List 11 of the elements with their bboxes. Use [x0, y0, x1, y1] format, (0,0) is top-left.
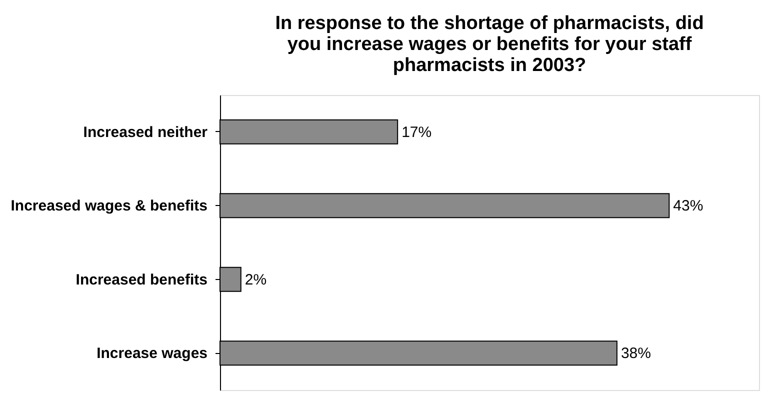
y-tick-label: Increased neither	[83, 124, 208, 141]
data-label: 2%	[244, 271, 267, 288]
data-label: 17%	[402, 124, 432, 141]
data-label: 38%	[620, 345, 651, 362]
y-tick-label: Increased wages & benefits	[10, 198, 208, 215]
text: In response to the shortage of pharmacists, did	[275, 13, 704, 34]
text: you increase wages or benefits for your staff	[287, 34, 692, 55]
y-tick-label: Increased benefits	[76, 271, 208, 288]
text: pharmacists in 2003?	[392, 55, 586, 76]
y-tick-label: Increase wages	[96, 345, 208, 362]
data-label: 43%	[673, 198, 704, 215]
